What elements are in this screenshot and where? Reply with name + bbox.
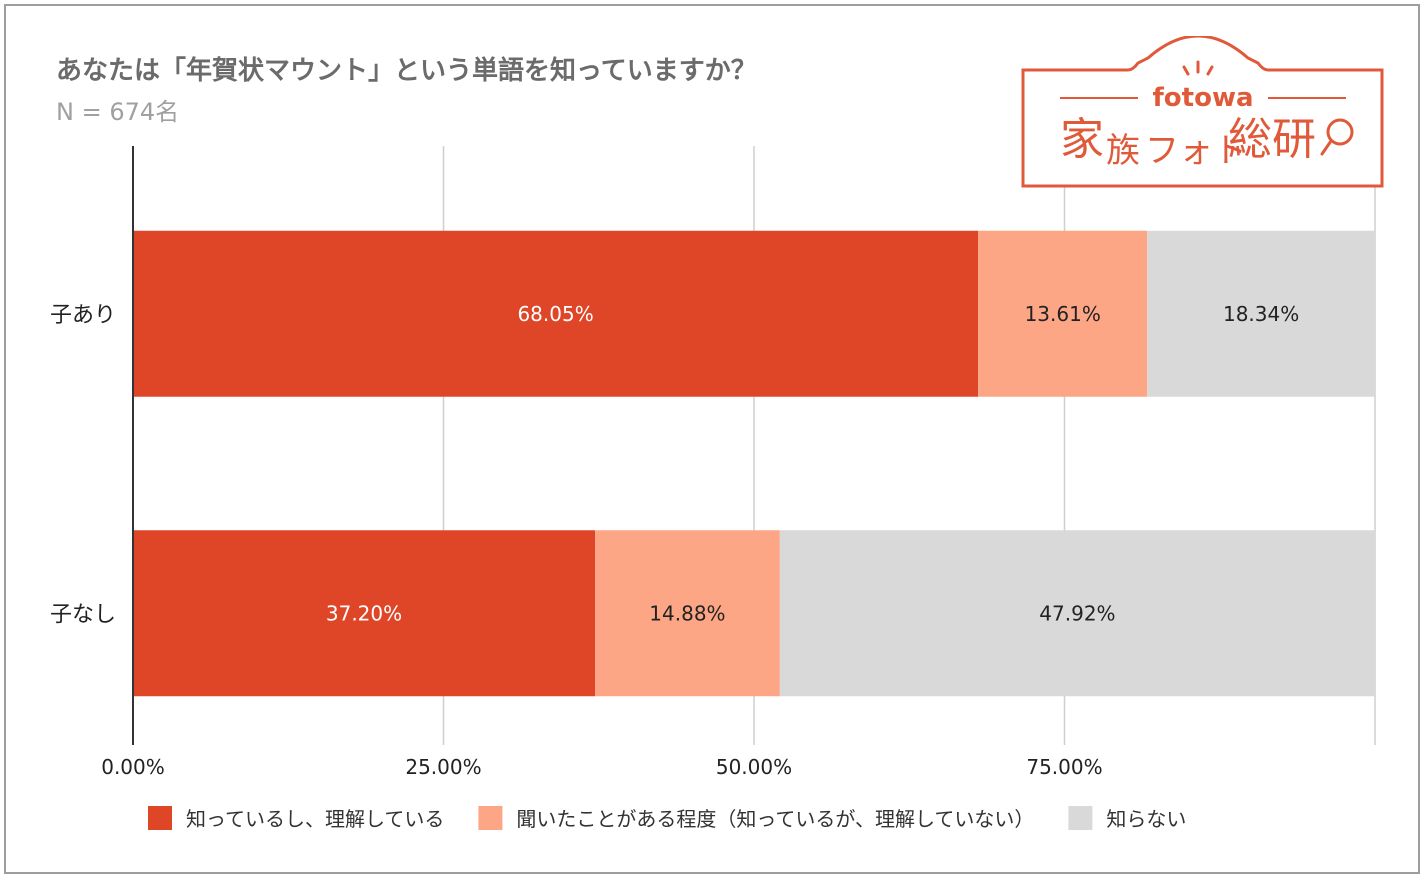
bar-value-label: 47.92% — [1039, 601, 1115, 625]
logo-name-4: 総研 — [1228, 114, 1316, 165]
x-tick-label: 0.00% — [101, 755, 165, 779]
legend-swatch — [1068, 806, 1093, 830]
logo-brand: fotowa — [1152, 83, 1253, 113]
magnifier-icon — [1320, 118, 1354, 156]
bar-segment — [978, 230, 1148, 397]
legend-label: 聞いたことがある程度（知っているが、理解していない） — [516, 807, 1034, 831]
fotowa-logo: fotowa 家 族 フォト 総研 — [1021, 36, 1384, 188]
logo-name-2: 族 — [1106, 131, 1140, 171]
bar-value-label: 68.05% — [517, 302, 593, 326]
bar-value-label: 13.61% — [1025, 302, 1101, 326]
logo-name-3: フォト — [1145, 131, 1247, 171]
category-label: 子なし — [50, 602, 116, 627]
bar-value-label: 37.20% — [326, 601, 402, 625]
legend-swatch — [478, 806, 503, 830]
x-tick-label: 75.00% — [1026, 755, 1102, 779]
bar-segment — [1147, 230, 1375, 397]
bar-segment — [133, 230, 979, 397]
chart-title: あなたは「年賀状マウント」という単語を知っていますか？ — [56, 56, 757, 86]
bar-segment — [133, 530, 596, 697]
legend-swatch — [148, 806, 172, 830]
x-tick-label: 25.00% — [405, 755, 481, 779]
bar-segment — [779, 530, 1375, 697]
bar-value-label: 14.88% — [649, 601, 725, 625]
logo-name-1: 家 — [1060, 114, 1104, 165]
legend-label: 知らない — [1106, 807, 1186, 831]
category-label: 子あり — [50, 303, 116, 328]
chart-subtitle: N = 674名 — [56, 98, 180, 126]
bar-segment — [595, 530, 780, 697]
bar-value-label: 18.34% — [1223, 302, 1299, 326]
legend-label: 知っているし、理解している — [186, 807, 444, 831]
x-tick-label: 50.00% — [716, 755, 792, 779]
